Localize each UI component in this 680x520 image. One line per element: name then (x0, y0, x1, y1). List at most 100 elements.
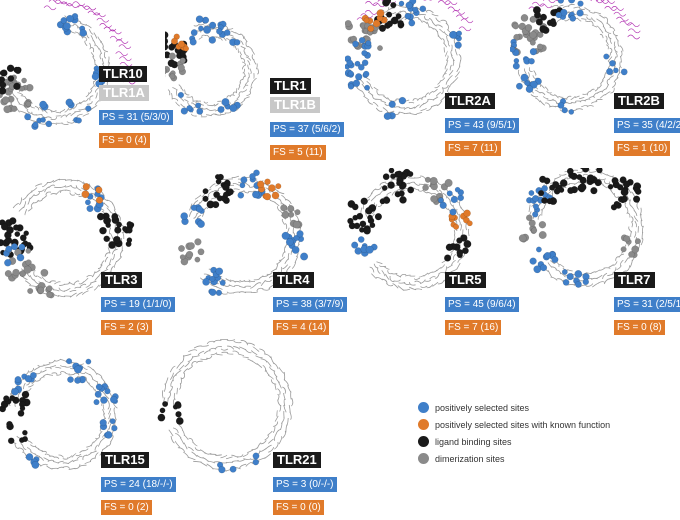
ribbon-segment (86, 379, 90, 383)
ribbon-segment (233, 92, 236, 95)
ribbon-segment (557, 279, 563, 282)
site-sphere (257, 181, 264, 188)
site-sphere (399, 97, 406, 104)
ribbon-segment (19, 448, 24, 452)
site-sphere (4, 106, 11, 113)
ribbon-segment (595, 270, 600, 273)
site-sphere (529, 58, 535, 64)
site-sphere (216, 28, 222, 34)
ribbon-segment (457, 209, 459, 215)
ribbon-segment (600, 81, 603, 85)
ribbon-segment (95, 453, 98, 459)
legend: positively selected sites positively sel… (418, 399, 610, 467)
site-sphere (176, 411, 182, 417)
ribbon-segment (53, 179, 60, 182)
ribbon-segment (396, 274, 401, 277)
site-sphere (94, 399, 100, 405)
ribbon-segment (458, 258, 463, 263)
site-sphere (230, 104, 237, 111)
ribbon-segment (630, 200, 632, 207)
site-sphere (85, 200, 90, 205)
ribbon-segment (548, 263, 552, 268)
ribbon-segment (114, 261, 116, 268)
ribbon-segment (238, 354, 244, 356)
ribbon-segment (49, 456, 54, 457)
ribbon-segment (444, 31, 448, 36)
ribbon-segment (56, 123, 63, 124)
ribbon-segment (267, 361, 272, 367)
ribbon-segment (457, 66, 460, 72)
ribbon-segment (241, 46, 246, 49)
ps-label: PS = 35 (4/2/2) (614, 118, 680, 133)
ribbon-segment (430, 277, 436, 279)
ribbon-segment (245, 81, 249, 85)
ribbon-segment (259, 276, 264, 279)
ribbon-segment (74, 281, 79, 284)
ribbon-segment (424, 273, 429, 276)
site-sphere (365, 207, 372, 214)
ribbon-segment (234, 341, 242, 343)
ribbon-segment (275, 202, 280, 206)
site-sphere (22, 430, 27, 435)
ribbon-segment (428, 272, 433, 274)
site-sphere (413, 7, 419, 13)
site-sphere (632, 246, 639, 253)
ribbon-segment (376, 99, 382, 100)
ribbon-segment (393, 284, 399, 289)
ribbon-segment (199, 37, 203, 39)
ribbon-segment (258, 458, 266, 461)
ribbon-segment (79, 281, 84, 284)
ribbon-segment (436, 92, 440, 96)
ribbon-segment (247, 92, 251, 96)
site-sphere (66, 15, 73, 22)
site-sphere (95, 391, 102, 398)
ribbon-segment (51, 117, 57, 120)
ribbon-segment (247, 343, 255, 345)
ribbon-segment (98, 37, 102, 42)
site-sphere (562, 269, 567, 274)
ribbon-segment (180, 438, 183, 445)
ribbon-segment (290, 412, 291, 420)
site-sphere (15, 376, 21, 382)
ribbon-segment (89, 29, 93, 34)
ribbon-segment (268, 439, 273, 444)
site-sphere (379, 25, 386, 32)
ribbon-segment (53, 461, 59, 463)
ribbon-segment (617, 73, 620, 79)
legend-item-dimer: dimerization sites (418, 450, 610, 467)
site-sphere (230, 466, 236, 472)
ribbon-segment (36, 276, 41, 279)
ribbon-segment (566, 102, 572, 104)
site-sphere (567, 273, 574, 280)
ribbon-segment (184, 90, 185, 95)
ribbon-segment (635, 221, 637, 227)
ribbon-segment (15, 443, 19, 448)
site-sphere (195, 239, 202, 246)
ps-label: PS = 3 (0/-/-) (273, 477, 337, 492)
ribbon-segment (287, 418, 288, 426)
ribbon-segment (252, 447, 258, 449)
ribbon-segment (629, 227, 632, 233)
ribbon-segment (585, 7, 591, 10)
ribbon-segment (446, 23, 449, 30)
site-sphere (96, 187, 103, 194)
site-cluster-positive (562, 269, 589, 287)
ribbon-segment (414, 17, 419, 19)
site-sphere (455, 187, 460, 192)
ribbon-segment (90, 374, 93, 379)
site-sphere (15, 68, 21, 74)
site-sphere (178, 64, 185, 71)
ribbon-segment (265, 435, 269, 440)
ribbon-segment (194, 24, 200, 26)
ribbon-segment (89, 184, 94, 190)
ribbon-segment (112, 204, 115, 211)
ribbon-segment (600, 34, 603, 38)
partner-ribbon-segment (628, 35, 640, 39)
ribbon-segment (77, 180, 83, 184)
partner-ribbon-segment (116, 40, 128, 44)
ribbon-segment (83, 37, 87, 41)
panel-tlr10: TLR10 TLR1A PS = 31 (5/3/0) FS = 0 (4) (0, 0, 160, 150)
ribbon-segment (239, 82, 240, 86)
ribbon-segment (435, 85, 440, 88)
ribbon-segment (247, 61, 250, 65)
